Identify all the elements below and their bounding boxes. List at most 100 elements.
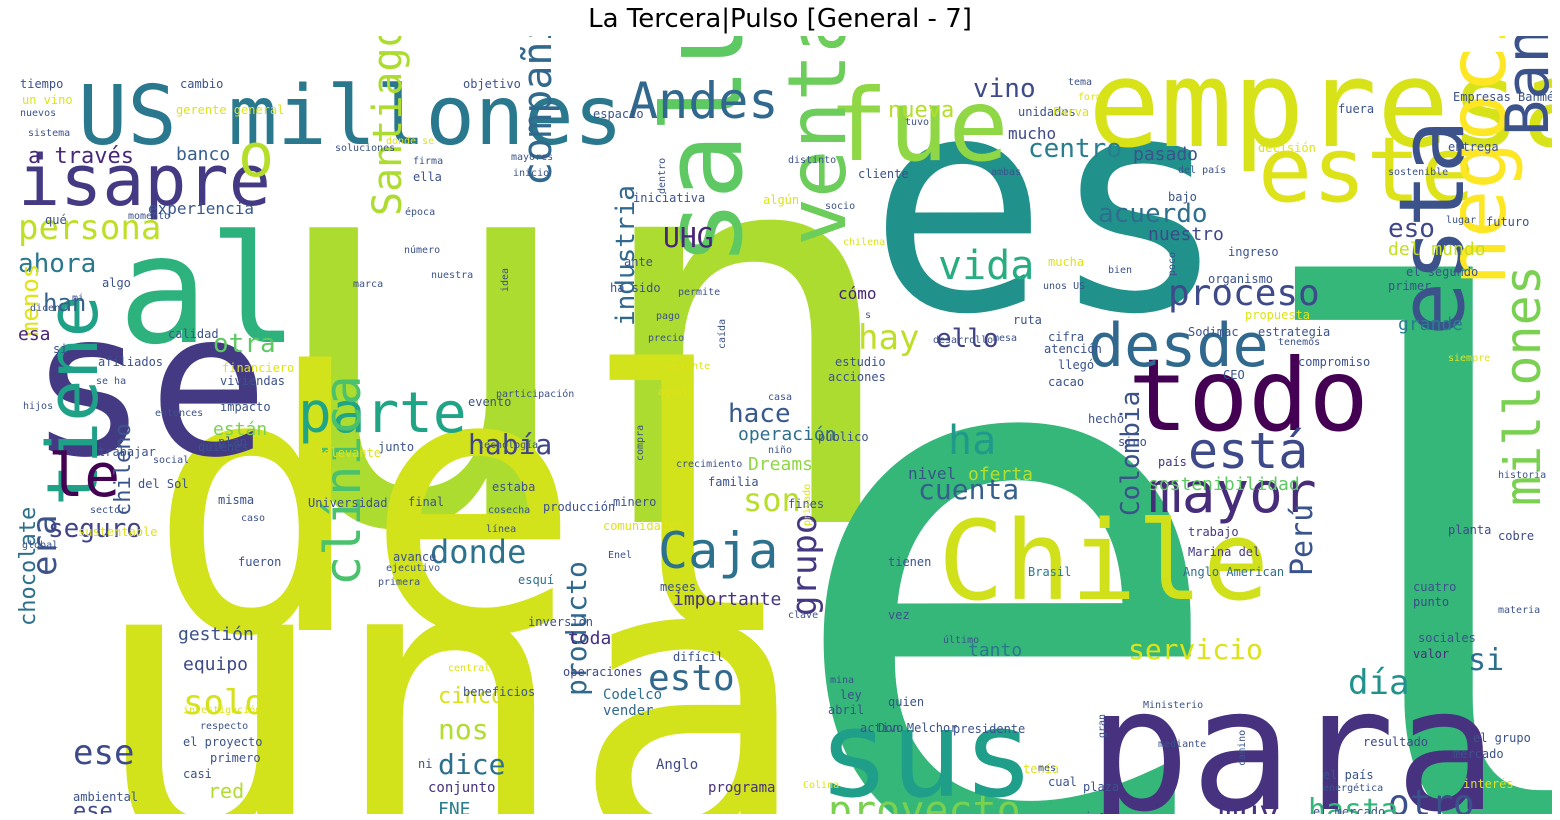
cloud-word: clave	[788, 610, 819, 621]
cloud-word: dice	[438, 748, 506, 781]
cloud-word: operaciones	[563, 665, 643, 679]
cloud-word: CEO	[1223, 368, 1245, 382]
cloud-word: eso	[1388, 214, 1435, 244]
cloud-word: distinto	[788, 155, 837, 166]
cloud-word: toda	[568, 628, 612, 649]
cloud-word: hacer	[1098, 811, 1182, 815]
cloud-word: dentro	[657, 157, 668, 194]
cloud-word: quienes	[198, 440, 249, 454]
cloud-word: Marina del	[1188, 545, 1261, 559]
cloud-word: del Sol	[138, 477, 189, 491]
cloud-word: Dreams	[748, 454, 814, 475]
cloud-word: gran	[1097, 713, 1108, 738]
cloud-word: varios	[1063, 811, 1106, 814]
cloud-word: ejecutivo	[386, 563, 441, 574]
cloud-word: se ha	[96, 376, 127, 387]
cloud-word: iniciativa	[633, 191, 706, 205]
cloud-word: marca	[353, 279, 384, 290]
cloud-word: nivel	[908, 464, 957, 483]
cloud-word: socio	[825, 201, 856, 212]
cloud-word: último	[943, 635, 980, 646]
cloud-word: trabajo	[1188, 525, 1239, 539]
cloud-word: del país	[1178, 165, 1227, 176]
cloud-word: sector	[90, 505, 127, 516]
cloud-word: hecho	[1088, 412, 1125, 426]
cloud-word: cual	[1048, 775, 1077, 789]
cloud-word: equipo	[183, 654, 249, 675]
cloud-word: red	[208, 779, 245, 803]
cloud-word: propuesta	[1245, 308, 1311, 322]
cloud-word: unidades	[1018, 105, 1076, 119]
cloud-word: una	[88, 473, 811, 815]
cloud-word: cliente	[858, 167, 909, 181]
cloud-word: ingreso	[1228, 245, 1279, 259]
cloud-word: lugar	[1446, 215, 1477, 226]
cloud-word: mi	[72, 293, 85, 304]
cloud-word: ambas	[991, 167, 1022, 178]
cloud-word: entrega	[1448, 140, 1499, 154]
cloud-word: esa	[18, 324, 51, 345]
cloud-word: activo	[860, 721, 904, 735]
cloud-word: historia	[1498, 470, 1547, 481]
cloud-word: ambiental	[73, 790, 139, 804]
cloud-word: gerente general	[176, 103, 285, 117]
cloud-word: sus	[818, 686, 1035, 815]
cloud-word: algún	[763, 193, 800, 207]
cloud-word: Perú	[1285, 503, 1320, 576]
cloud-word: se	[28, 269, 269, 502]
cloud-word: vender	[603, 703, 654, 719]
cloud-word: sustentable	[78, 525, 158, 539]
cloud-word: idea	[500, 267, 511, 292]
cloud-word: un vino	[22, 93, 73, 107]
cloud-word: Santiago	[365, 36, 411, 216]
cloud-word: a través	[28, 144, 134, 169]
cloud-word: desarrollo	[933, 335, 994, 346]
cloud-word: chilena	[843, 237, 886, 248]
cloud-word: son	[743, 481, 801, 519]
cloud-word: empresa	[1088, 36, 1552, 175]
cloud-word: grupo	[785, 513, 825, 616]
cloud-word: forma	[1078, 92, 1109, 103]
cloud-word: ese	[73, 799, 113, 815]
cloud-word: precio	[648, 333, 685, 344]
cloud-word: han	[43, 289, 87, 317]
cloud-word: mercado	[1453, 747, 1504, 761]
cloud-word: ella	[413, 170, 442, 184]
cloud-word: para	[1088, 652, 1498, 814]
cloud-word: ese	[73, 733, 135, 773]
cloud-word: Andes	[628, 72, 779, 130]
cloud-word: están	[213, 419, 268, 440]
cloud-word: estaba	[492, 480, 536, 494]
cloud-word: resultado	[1363, 735, 1429, 749]
cloud-word: hace	[728, 399, 791, 429]
cloud-word: primer	[1388, 279, 1432, 293]
cloud-word: pasado	[1133, 144, 1199, 165]
cloud-word: Chile	[938, 497, 1270, 625]
cloud-word: central	[448, 663, 491, 674]
cloud-word: UHG	[663, 221, 714, 254]
cloud-word: Sodimac	[1188, 325, 1239, 339]
cloud-word: junto	[378, 440, 415, 454]
cloud-word: camino	[1237, 729, 1248, 766]
cloud-word: Empresas Banmédica	[1453, 90, 1552, 104]
cloud-word: ruta	[1013, 313, 1042, 327]
cloud-word: plaza	[1083, 780, 1120, 794]
cloud-word: oferta	[968, 464, 1034, 485]
cloud-word: cinco	[438, 684, 505, 709]
cloud-word: trabajar	[98, 445, 156, 459]
cloud-word: Enel	[608, 550, 633, 561]
cloud-word: global	[22, 540, 59, 551]
cloud-word: nuestro	[1148, 224, 1224, 245]
cloud-word: mina	[830, 675, 855, 686]
cloud-word: Universidad	[308, 496, 388, 510]
cloud-word: acuerdo	[1098, 199, 1208, 229]
cloud-word: bajo	[1168, 190, 1197, 204]
cloud-word: fue	[828, 67, 1009, 184]
cloud-word: vino	[973, 74, 1036, 104]
cloud-word: el proyecto	[183, 735, 263, 749]
cloud-word: hijos	[23, 401, 54, 412]
cloud-word: Ministerio	[1143, 700, 1204, 711]
cloud-word: Codelco	[603, 687, 663, 703]
cloud-word: mucho	[1008, 124, 1057, 143]
cloud-word: todo	[1128, 337, 1369, 454]
